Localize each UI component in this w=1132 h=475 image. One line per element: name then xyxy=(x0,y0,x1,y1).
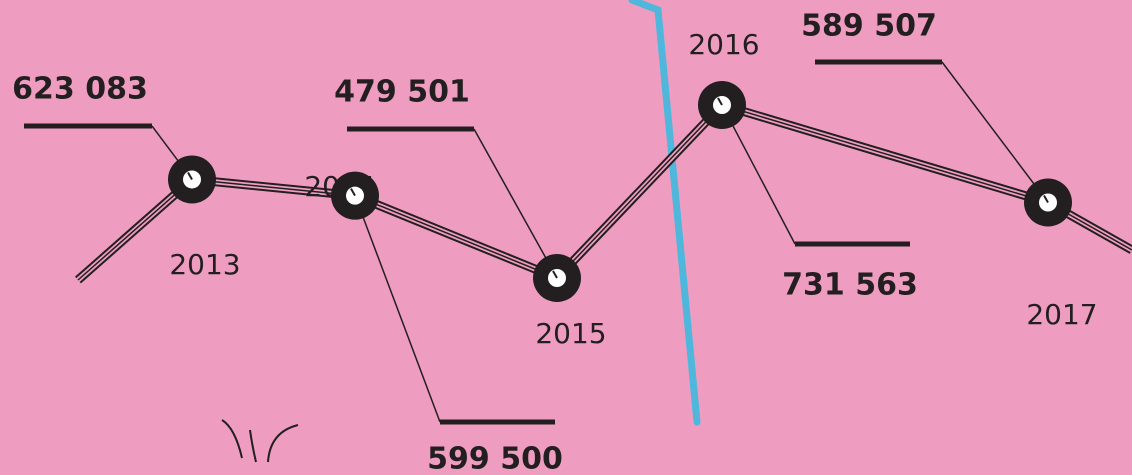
category-label: 2013 xyxy=(169,248,240,281)
value-label: 589 507 xyxy=(801,9,937,44)
point-group xyxy=(168,81,1072,302)
leader-line xyxy=(721,104,796,245)
point-tick xyxy=(187,171,193,180)
value-label: 731 563 xyxy=(782,268,918,303)
leader-line xyxy=(354,195,441,423)
point-tick xyxy=(717,97,723,106)
decorative-line xyxy=(628,0,701,426)
leader-line xyxy=(473,128,558,279)
value-label: 623 083 xyxy=(12,72,148,107)
category-label: 2016 xyxy=(688,28,759,61)
decorative-scribble xyxy=(221,419,299,463)
category-label: 2015 xyxy=(535,317,606,350)
value-label: 479 501 xyxy=(334,75,470,110)
leader-line xyxy=(941,61,1049,203)
value-label: 599 500 xyxy=(427,442,563,475)
line-extension xyxy=(77,178,193,281)
point-tick xyxy=(1043,195,1049,203)
category-label: 2017 xyxy=(1026,298,1097,331)
point-tick xyxy=(350,188,356,197)
point-tick xyxy=(552,270,558,279)
